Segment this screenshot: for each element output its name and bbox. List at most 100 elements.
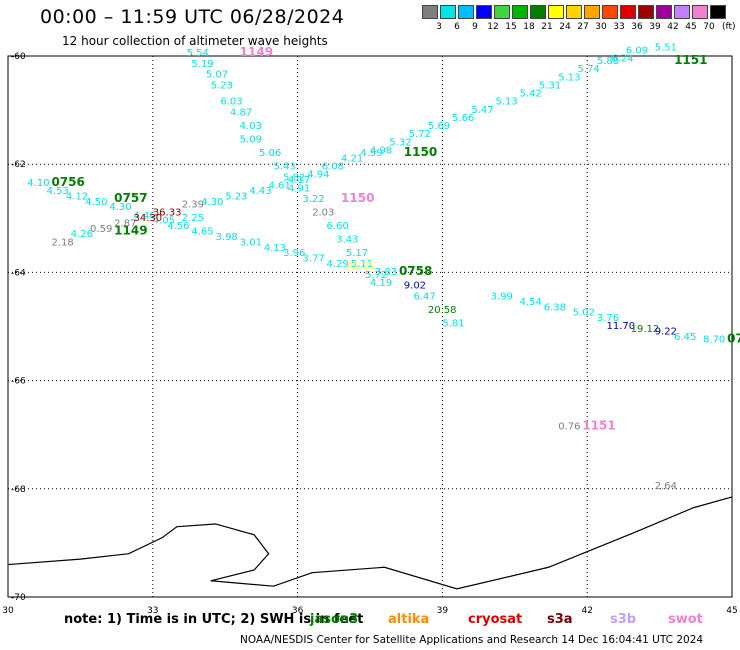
wave-height-label: 5.47 bbox=[471, 105, 493, 116]
color-scale-label: 36 bbox=[631, 22, 643, 32]
wave-height-label: 5.88 bbox=[597, 56, 619, 67]
wave-height-label: 5.42 bbox=[520, 89, 542, 100]
wave-height-label: 3.43 bbox=[336, 235, 358, 246]
wave-height-label: 5.54 bbox=[187, 48, 209, 59]
wave-height-label: 3.96 bbox=[283, 248, 305, 259]
wave-height-label: 4.65 bbox=[191, 227, 213, 238]
wave-height-label: 5.69 bbox=[428, 121, 450, 132]
wave-height-label: 2.03 bbox=[312, 208, 334, 219]
pass-time-label: 1151 bbox=[674, 53, 707, 67]
color-scale-label: 12 bbox=[487, 22, 499, 32]
wave-height-label: 2.25 bbox=[182, 213, 204, 224]
color-swatch bbox=[656, 5, 672, 19]
color-swatch bbox=[512, 5, 528, 19]
wave-height-label: 4.03 bbox=[240, 121, 262, 132]
color-scale-label: 45 bbox=[685, 22, 697, 32]
wave-height-label: 34.30 bbox=[133, 213, 162, 224]
color-scale-label: 18 bbox=[523, 22, 535, 32]
color-swatch bbox=[566, 5, 582, 19]
pass-time-label: 0757 bbox=[114, 191, 147, 205]
wave-height-label: 5.66 bbox=[452, 113, 474, 124]
wave-height-label: 4.56 bbox=[167, 221, 189, 232]
chart-subtitle: 12 hour collection of altimeter wave hei… bbox=[62, 34, 328, 48]
wave-height-label: 4.46 bbox=[133, 210, 155, 221]
wave-height-label: 4.50 bbox=[85, 197, 107, 208]
wave-height-label: 9.02 bbox=[404, 281, 426, 292]
color-swatch bbox=[710, 5, 726, 19]
wave-height-label: 5.72 bbox=[365, 270, 387, 281]
wave-height-label: 5.02 bbox=[573, 308, 595, 319]
wave-height-label: 6.03 bbox=[220, 97, 242, 108]
x-tick-label: 39 bbox=[437, 606, 449, 616]
wave-height-label: 5.72 bbox=[409, 129, 431, 140]
color-swatch bbox=[584, 5, 600, 19]
wave-height-label: 5.32 bbox=[389, 137, 411, 148]
color-swatch bbox=[440, 5, 456, 19]
y-tick-label: -66 bbox=[11, 377, 26, 387]
wave-height-label: 5.11 bbox=[351, 259, 373, 270]
wave-height-label: 4.29 bbox=[327, 259, 349, 270]
wave-height-label: 19.12 bbox=[631, 324, 660, 335]
wave-height-label: 4.99 bbox=[360, 148, 382, 159]
color-scale-label: 42 bbox=[667, 22, 679, 32]
wave-height-label: 4.12 bbox=[66, 191, 88, 202]
wave-height-label: 4.61 bbox=[269, 181, 291, 192]
wave-height-label: 4.30 bbox=[109, 202, 131, 213]
wave-height-label: 3.83 bbox=[375, 267, 397, 278]
page-title: 00:00 – 11:59 UTC 06/28/2024 bbox=[40, 6, 345, 28]
wave-height-label: 9.22 bbox=[655, 327, 677, 338]
wave-height-label: 11.70 bbox=[607, 321, 636, 332]
color-swatch bbox=[422, 5, 438, 19]
wave-height-label: 36.33 bbox=[153, 208, 182, 219]
wave-height-label: 5.82 bbox=[283, 172, 305, 183]
x-tick-label: 42 bbox=[581, 606, 592, 616]
wave-height-label: 4.98 bbox=[370, 145, 392, 156]
wave-height-label: 25.15 bbox=[346, 262, 375, 273]
wave-height-label: 5.06 bbox=[259, 148, 281, 159]
wave-height-label: 2.39 bbox=[182, 199, 204, 210]
wave-height-label: 4.17 bbox=[288, 175, 310, 186]
color-swatch bbox=[692, 5, 708, 19]
pass-time-label: 0756 bbox=[51, 175, 84, 189]
y-tick-label: -62 bbox=[11, 160, 26, 170]
pass-time-label: 1151 bbox=[582, 418, 615, 432]
x-tick-label: 33 bbox=[147, 606, 158, 616]
satellite-legend-altika: altika bbox=[388, 612, 430, 627]
wave-height-label: 2.18 bbox=[51, 237, 73, 248]
satellite-legend-s3a: s3a bbox=[547, 612, 573, 627]
wave-height-label: 6.08 bbox=[322, 162, 344, 173]
wave-height-label: 3.01 bbox=[240, 237, 262, 248]
wave-height-label: 6.60 bbox=[327, 221, 349, 232]
wave-height-label: 8.70 bbox=[703, 335, 725, 346]
wave-height-label: 4.30 bbox=[201, 197, 223, 208]
y-tick-label: -68 bbox=[11, 485, 26, 495]
wave-height-label: 3.99 bbox=[491, 291, 513, 302]
wave-height-label: 3.22 bbox=[302, 194, 324, 205]
y-tick-label: -70 bbox=[11, 593, 26, 603]
satellite-legend-cryosat: cryosat bbox=[468, 612, 523, 627]
color-scale-label: 24 bbox=[559, 22, 571, 32]
pass-time-label: 1149 bbox=[114, 224, 147, 238]
wave-height-label: 6.24 bbox=[611, 53, 633, 64]
color-swatch bbox=[530, 5, 546, 19]
satellite-legend-swot: swot bbox=[668, 612, 703, 627]
color-scale-label: 30 bbox=[595, 22, 607, 32]
wave-height-label: 5.81 bbox=[442, 319, 464, 330]
color-swatch bbox=[602, 5, 618, 19]
wave-height-label: 0.59 bbox=[90, 224, 112, 235]
color-swatch bbox=[674, 5, 690, 19]
wave-height-label: 20.58 bbox=[428, 305, 457, 316]
wave-height-label: 5.09 bbox=[240, 135, 262, 146]
color-scale-label: 15 bbox=[505, 22, 517, 32]
color-scale-label: 21 bbox=[541, 22, 553, 32]
x-tick-label: 45 bbox=[726, 606, 737, 616]
pass-time-label: 1149 bbox=[240, 45, 273, 59]
wave-height-label: 2.87 bbox=[114, 218, 136, 229]
y-tick-label: -60 bbox=[11, 52, 26, 62]
wave-height-label: 5.74 bbox=[578, 64, 600, 75]
wave-height-label: 5.13 bbox=[495, 97, 517, 108]
wave-height-label: 6.38 bbox=[544, 302, 566, 313]
y-tick-label: -64 bbox=[11, 268, 26, 278]
color-scale-label: 33 bbox=[613, 22, 625, 32]
